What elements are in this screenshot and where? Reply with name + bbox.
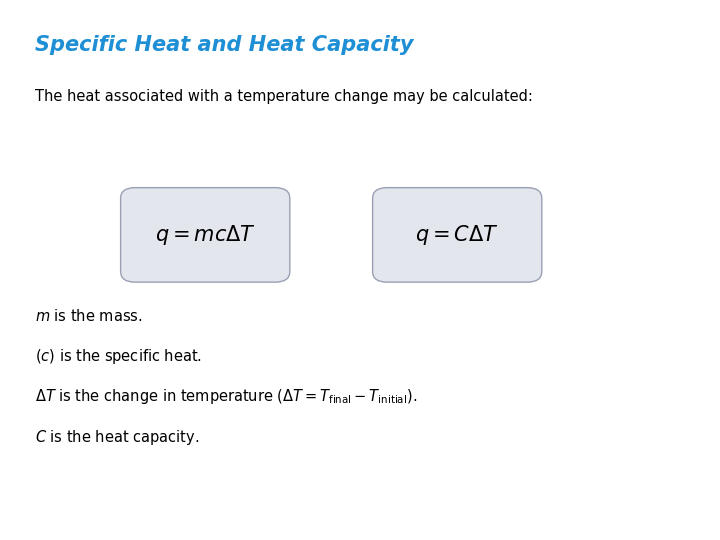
Text: Specific Heat and Heat Capacity: Specific Heat and Heat Capacity xyxy=(35,35,413,55)
Text: $q = mc\Delta T$: $q = mc\Delta T$ xyxy=(155,223,256,247)
Text: $(c)$ is the specific heat.: $(c)$ is the specific heat. xyxy=(35,347,202,366)
Text: $\Delta T$ is the change in temperature ($\Delta T = T_{\mathrm{final}} - T_{\ma: $\Delta T$ is the change in temperature … xyxy=(35,387,417,407)
FancyBboxPatch shape xyxy=(121,188,289,282)
Text: $C$ is the heat capacity.: $C$ is the heat capacity. xyxy=(35,428,199,447)
Text: $q = C\Delta T$: $q = C\Delta T$ xyxy=(415,223,499,247)
Text: The heat associated with a temperature change may be calculated:: The heat associated with a temperature c… xyxy=(35,89,532,104)
FancyBboxPatch shape xyxy=(373,188,541,282)
Text: $m$ is the mass.: $m$ is the mass. xyxy=(35,308,142,324)
